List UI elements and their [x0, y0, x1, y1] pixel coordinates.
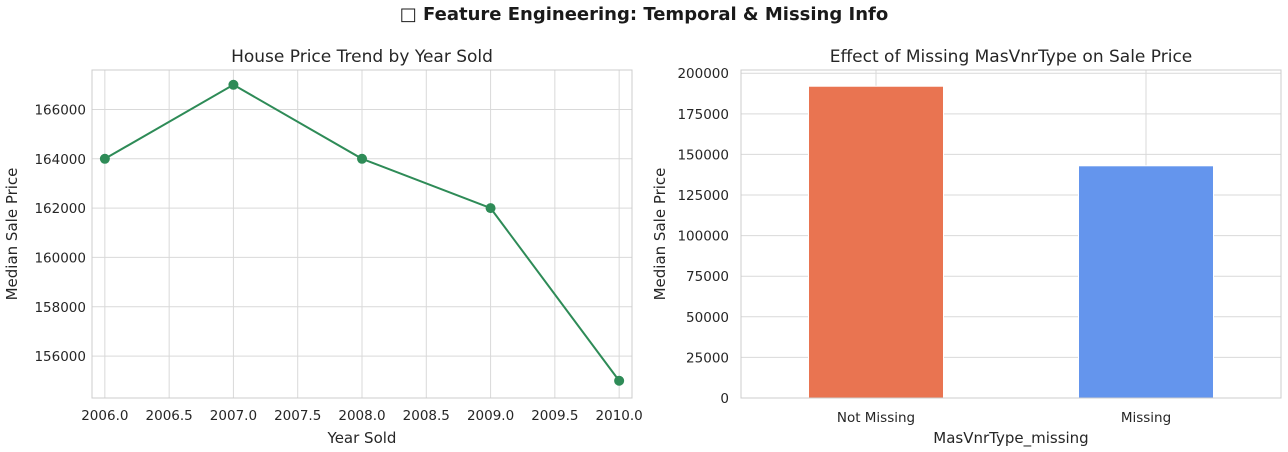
data-point — [357, 153, 367, 164]
line-chart-title: House Price Trend by Year Sold — [231, 47, 493, 67]
line-chart-x-ticks: 2006.0 2006.5 2007.0 2007.5 2008.0 2008.5 2009… — [81, 408, 643, 424]
x-tick-label: 2007.0 — [210, 408, 257, 424]
y-tick-label: 162000 — [34, 201, 86, 217]
x-tick-label: 2008.5 — [403, 408, 450, 424]
line-series-points — [99, 79, 625, 386]
x-tick-label: Missing — [1121, 410, 1171, 426]
bar-chart-x-ticks: Not Missing Missing — [837, 410, 1171, 426]
x-tick-label: 2006.0 — [81, 408, 128, 424]
line-chart-ylabel: Median Sale Price — [3, 168, 21, 301]
bar-chart-y-ticks: 0 25000 50000 75000 100000 125000 150000 175000… — [677, 66, 729, 407]
y-tick-label: 200000 — [677, 66, 729, 82]
y-tick-label: 0 — [720, 391, 729, 407]
bar — [1078, 165, 1214, 399]
x-tick-label: 2007.5 — [274, 408, 321, 424]
data-point — [99, 153, 110, 164]
x-tick-label: 2006.5 — [146, 408, 193, 424]
x-tick-label: Not Missing — [837, 410, 915, 426]
line-chart-frame — [91, 69, 633, 399]
bar-chart-frame — [740, 69, 1282, 399]
bar-chart-title: Effect of Missing MasVnrType on Sale Pri… — [830, 47, 1193, 67]
y-tick-label: 100000 — [677, 229, 729, 245]
x-tick-label: 2009.5 — [531, 408, 578, 424]
data-point — [614, 375, 625, 386]
y-tick-label: 158000 — [34, 300, 86, 316]
line-chart-y-ticks: 156000 158000 160000 162000 164000 166000 — [34, 102, 86, 365]
y-tick-label: 175000 — [677, 107, 729, 123]
y-tick-label: 166000 — [34, 102, 86, 118]
data-point — [485, 203, 496, 214]
x-tick-label: 2009.0 — [467, 408, 514, 424]
bar-chart-ylabel: Median Sale Price — [651, 168, 669, 301]
y-tick-label: 164000 — [34, 152, 86, 168]
bar-chart-bars — [808, 85, 1214, 399]
line-chart: House Price Trend by Year Sold 2006.0 200… — [3, 47, 643, 447]
x-tick-label: 2010.0 — [596, 408, 643, 424]
y-tick-label: 125000 — [677, 188, 729, 204]
y-tick-label: 156000 — [34, 349, 86, 365]
figure-suptitle: □ Feature Engineering: Temporal & Missin… — [400, 4, 888, 25]
bar-chart: Effect of Missing MasVnrType on Sale Pri… — [651, 47, 1282, 448]
x-tick-label: 2008.0 — [338, 408, 385, 424]
y-tick-label: 50000 — [686, 310, 729, 326]
bar — [808, 85, 944, 399]
y-tick-label: 150000 — [677, 147, 729, 163]
y-tick-label: 75000 — [686, 269, 729, 285]
y-tick-label: 160000 — [34, 250, 86, 266]
bar-chart-xlabel: MasVnrType_missing — [933, 429, 1088, 448]
data-point — [228, 79, 239, 90]
y-tick-label: 25000 — [686, 350, 729, 366]
line-chart-xlabel: Year Sold — [327, 429, 397, 447]
